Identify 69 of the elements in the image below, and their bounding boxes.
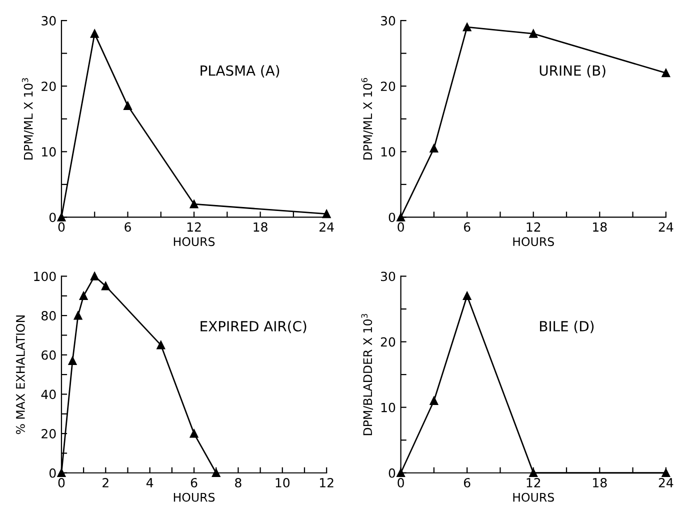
point [90, 272, 99, 280]
x-tick-label: 0 [398, 222, 404, 232]
y-tick-label: 0 [49, 468, 56, 478]
annotation: EXPIRED AIR(C) [200, 320, 306, 334]
point [190, 429, 198, 438]
x-tick-label: 24 [658, 478, 674, 488]
x-axis-title: HOURS [513, 237, 554, 246]
annotation: BILE (D) [540, 320, 594, 334]
y-tick-label: 100 [34, 272, 56, 282]
y-tick-label: 20 [42, 429, 56, 438]
y-axis-title: DPM/ML X 10$^{3}$ [22, 78, 34, 160]
x-tick-label: 12 [526, 478, 540, 488]
y-tick-label: 20 [42, 82, 56, 92]
point [529, 468, 538, 478]
x-tick-label: 24 [320, 222, 334, 232]
x-tick-label: 24 [658, 222, 674, 232]
y-tick-label: 10 [381, 147, 396, 157]
point [462, 292, 472, 300]
point [90, 30, 99, 38]
y-axis-title: % MAX EXHALATION [16, 316, 25, 434]
y-tick-label: 10 [42, 147, 56, 157]
y-tick-label: 30 [42, 16, 56, 26]
x-tick-label: 0 [58, 478, 65, 488]
point [156, 340, 166, 350]
point [529, 30, 538, 38]
x-tick-label: 2 [102, 478, 108, 488]
y-tick-label: 40 [41, 390, 56, 400]
point [101, 282, 110, 290]
x-tick-label: 12 [187, 222, 201, 232]
x-tick-label: 0 [398, 478, 404, 488]
y-tick-label: 80 [42, 311, 56, 320]
point [79, 292, 88, 300]
y-tick-label: 30 [381, 16, 396, 26]
x-tick-label: 12 [320, 478, 334, 488]
y-tick-label: 0 [388, 212, 396, 222]
annotation: PLASMA (A) [200, 65, 280, 78]
x-axis-title: HOURS [513, 492, 554, 502]
point [124, 102, 132, 110]
y-tick-label: 60 [42, 350, 56, 360]
point [190, 200, 198, 208]
x-tick-label: 0 [58, 222, 65, 232]
point [430, 144, 438, 153]
annotation: URINE (B) [540, 65, 606, 78]
y-axis-title: DPM/BLADDER X 10$^{3}$ [361, 314, 374, 436]
y-tick-label: 0 [49, 212, 56, 222]
x-tick-label: 8 [235, 478, 242, 488]
x-tick-label: 18 [254, 222, 268, 232]
x-tick-label: 18 [593, 222, 607, 232]
x-axis-title: HOURS [174, 237, 215, 246]
x-tick-label: 12 [526, 222, 540, 232]
point [68, 356, 77, 365]
y-tick-label: 0 [388, 468, 396, 478]
x-axis-title: HOURS [174, 492, 215, 502]
x-tick-label: 4 [146, 478, 154, 488]
point [74, 311, 82, 320]
point [662, 68, 670, 78]
x-tick-label: 18 [593, 478, 607, 488]
y-tick-label: 30 [381, 272, 396, 282]
y-tick-label: 10 [381, 402, 396, 412]
x-tick-label: 6 [464, 222, 470, 232]
point [462, 22, 472, 32]
y-axis-title: DPM/ML X 10$^{6}$ [361, 78, 374, 160]
x-tick-label: 6 [190, 478, 198, 488]
point [430, 396, 438, 405]
y-tick-label: 20 [380, 337, 396, 347]
x-tick-label: 10 [276, 478, 290, 488]
x-tick-label: 6 [464, 478, 470, 488]
x-tick-label: 6 [124, 222, 131, 232]
y-tick-label: 20 [380, 82, 396, 92]
